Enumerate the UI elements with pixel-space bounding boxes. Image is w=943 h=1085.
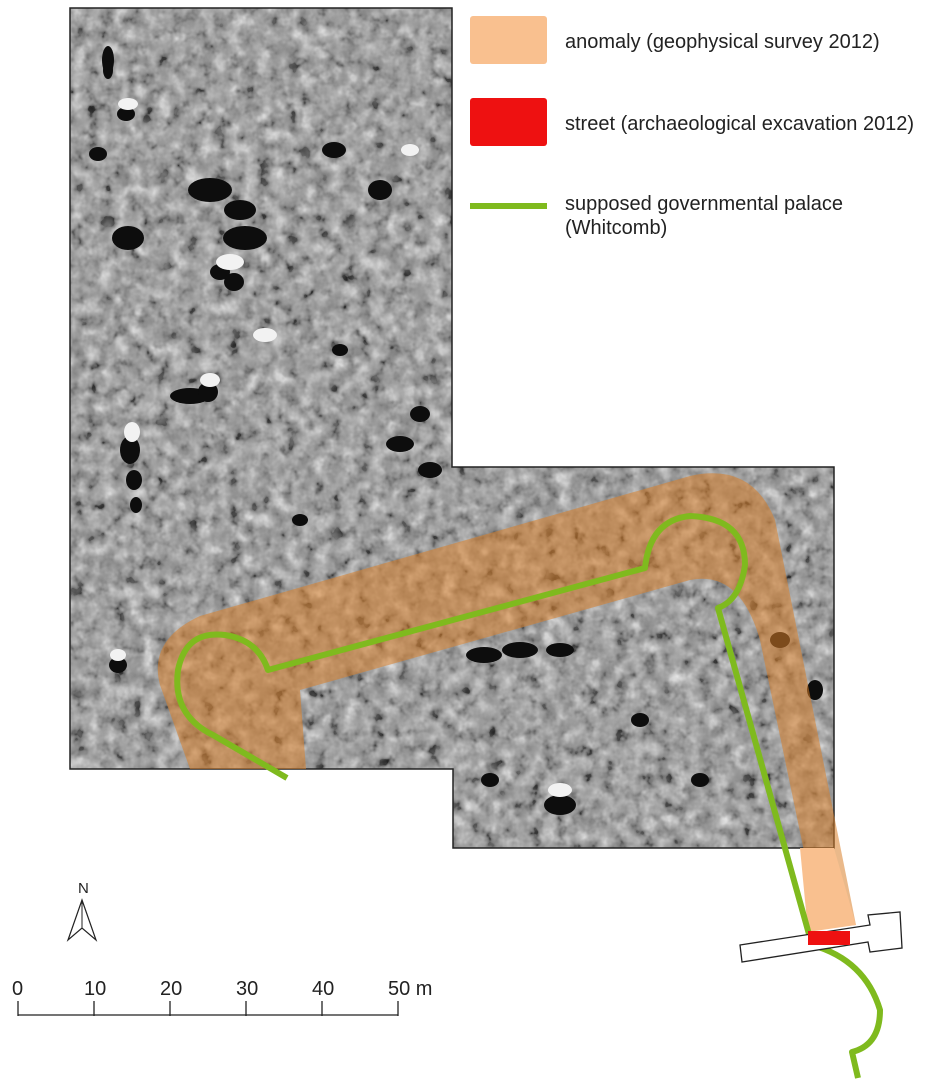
survey-light-spots [110,98,572,797]
scale-tick-50: 50 m [388,978,432,1000]
street-excavation [808,931,850,945]
north-arrow: N [66,880,98,942]
scale-bar: 0 10 20 30 40 50 m [12,978,432,1016]
anomaly-band [157,473,856,928]
legend-street-label: street (archaeological excavation 2012) [565,113,915,135]
scale-tick-10: 10 [84,978,106,1000]
scale-tick-30: 30 [236,978,258,1000]
anomaly-extension [800,848,856,932]
legend-street-swatch [470,98,547,146]
excavation-trench [739,911,903,963]
legend-anomaly-swatch [470,16,547,64]
north-label: N [78,880,89,897]
survey-dark-spots [89,46,823,815]
legend-palace-label-line2: (Whitcomb) [565,217,668,239]
palace-outline [174,513,883,1079]
legend-anomaly-label: anomaly (geophysical survey 2012) [565,31,880,53]
scale-tick-40: 40 [312,978,334,1000]
scale-tick-0: 0 [12,978,23,1000]
scale-tick-20: 20 [160,978,182,1000]
legend-palace-label-line1: supposed governmental palace [565,193,843,215]
